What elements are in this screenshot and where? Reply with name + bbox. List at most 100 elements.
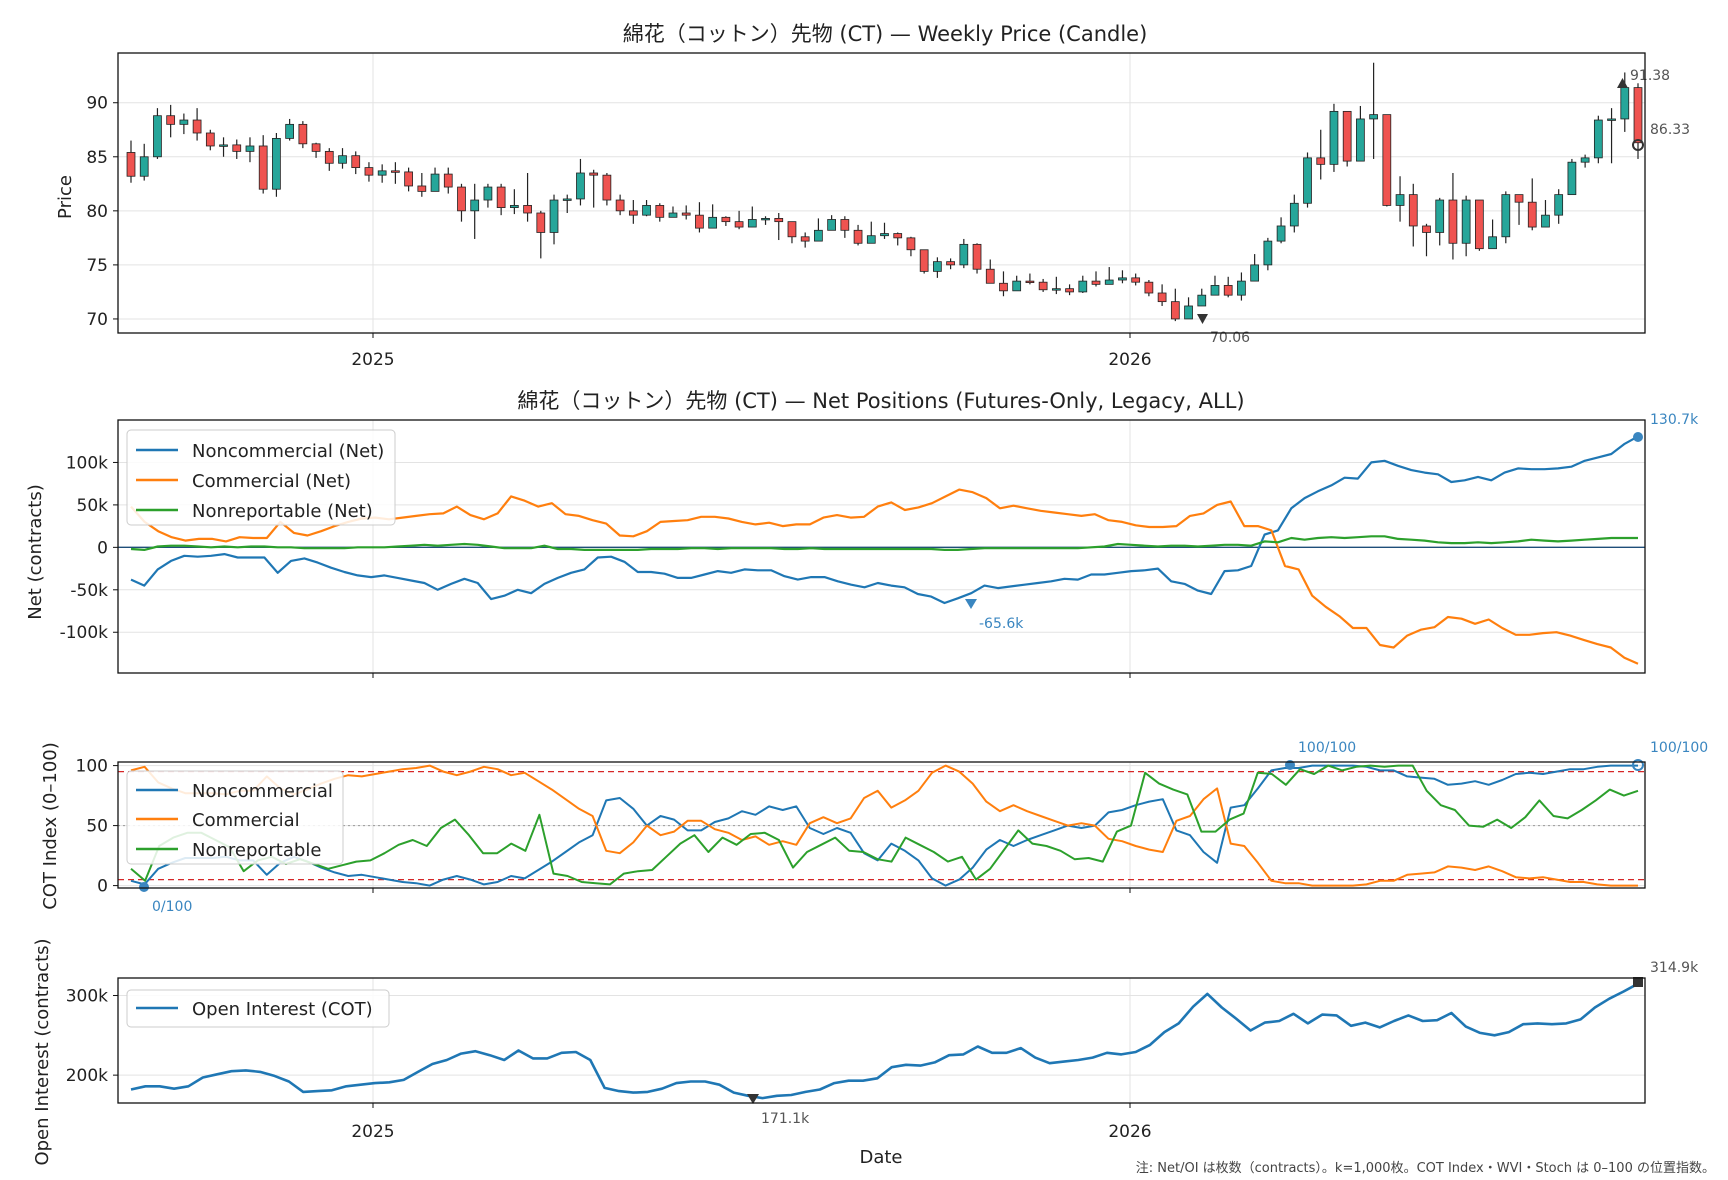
candle-body [800, 236, 810, 242]
candle-body [404, 171, 413, 187]
candle-body [1395, 194, 1405, 206]
candle-body [814, 229, 823, 242]
price-x-tick-2026: 2026 [1108, 350, 1151, 370]
candle-body [443, 173, 453, 188]
price-y-ticks: 70 75 80 85 90 [86, 94, 1131, 338]
candle-body [576, 172, 585, 200]
candle-body [602, 174, 612, 201]
oi-x-ticks: 2025 2026 [351, 1122, 1151, 1142]
candle-body [919, 249, 929, 272]
cot-grid [118, 762, 1645, 888]
candle-body [536, 212, 546, 233]
cot-index-panel: 0 50 100 0/100 100/100 100/100 Noncommerci… [40, 740, 1708, 915]
net-legend-label-noncommercial: Noncommercial (Net) [192, 441, 384, 462]
cot-legend-label-commercial: Commercial [192, 810, 300, 831]
net-ytick-label-4: 100k [66, 453, 108, 473]
price-chart-title: 綿花（コットン）先物 (CT) — Weekly Price (Candle) [623, 22, 1148, 46]
candle-body [126, 152, 136, 177]
cot-legend-label-nonreportable: Nonreportable [192, 840, 321, 861]
candle-body [1461, 199, 1471, 244]
candle-body [933, 261, 942, 272]
cot-ytick-label-0: 0 [97, 877, 108, 897]
price-annotations: 91.38 70.06 86.33 [1197, 68, 1690, 346]
candle-body [681, 212, 691, 216]
oi-min-label: 171.1k [761, 1111, 810, 1127]
candle-body [1303, 157, 1312, 204]
oi-max-marker [1633, 977, 1643, 987]
oi-min-marker [747, 1094, 759, 1104]
cot-series-0 [130, 764, 1638, 887]
cot-y-axis-label: COT Index (0–100) [40, 742, 61, 910]
candle-body [628, 210, 638, 216]
net-plot-frame [117, 419, 1646, 674]
candle-body [1038, 281, 1048, 291]
candle-body [562, 198, 572, 201]
oi-y-axis-label: Open Interest (contracts) [32, 938, 53, 1165]
net-series-2 [130, 535, 1638, 552]
candle-body [192, 119, 202, 134]
net-y-axis-label: Net (contracts) [25, 484, 46, 620]
oi-x-tick-2025: 2025 [351, 1122, 394, 1142]
candle-body [1422, 225, 1431, 233]
candle-body [285, 123, 294, 139]
cot-ytick-label-2: 100 [76, 757, 108, 777]
candle-body [417, 185, 427, 192]
net-annotations: 130.7k -65.6k [965, 412, 1699, 632]
candle-body [324, 150, 334, 164]
cot-min-label: 0/100 [152, 899, 192, 915]
candle-body [959, 243, 969, 266]
candle-body [708, 216, 718, 229]
price-last-label: 86.33 [1650, 122, 1690, 138]
candle-body [1131, 277, 1141, 283]
candle-body [377, 170, 387, 176]
candle-body [1514, 194, 1524, 203]
oi-x-axis-label: Date [859, 1147, 902, 1168]
candle-body [1501, 194, 1511, 238]
candle-body [721, 216, 731, 223]
oi-annotations: 314.9k 171.1k [747, 960, 1699, 1127]
candle-body [1210, 285, 1220, 296]
candle-body [1025, 280, 1035, 284]
candle-body [1382, 114, 1392, 206]
price-high-label: 91.38 [1630, 68, 1670, 84]
candle-body [761, 218, 770, 221]
price-candles [126, 62, 1643, 322]
oi-x-tick-2026: 2026 [1108, 1122, 1151, 1142]
net-ytick-label-1: -50k [70, 581, 108, 601]
candle-body [1289, 202, 1299, 227]
candle-body [589, 172, 599, 176]
net-min-marker [965, 599, 977, 609]
oi-ytick-label-1: 300k [66, 987, 108, 1007]
candle-body [642, 205, 651, 216]
candle-body [470, 199, 480, 212]
candle-body [1488, 236, 1497, 250]
candle-body [1580, 157, 1590, 163]
price-ytick-label-3: 85 [86, 148, 108, 168]
candle-body [1223, 285, 1233, 296]
net-positions-panel: 綿花（コットン）先物 (CT) — Net Positions (Futures… [25, 389, 1699, 678]
candle-body [1250, 264, 1260, 282]
candle-body [1184, 305, 1193, 320]
candle-body [893, 233, 903, 239]
candle-body [1448, 199, 1458, 244]
candle-body [153, 115, 162, 158]
net-chart-title: 綿花（コットン）先物 (CT) — Net Positions (Futures… [517, 389, 1244, 413]
candle-body [1620, 87, 1630, 120]
oi-ytick-label-0: 200k [66, 1066, 108, 1086]
price-x-tick-2025: 2025 [351, 350, 394, 370]
candle-body [298, 123, 308, 145]
candle-body [1078, 280, 1088, 293]
candle-body [1554, 194, 1564, 216]
candle-body [1237, 280, 1246, 296]
candle-body [615, 199, 625, 212]
candle-body [391, 170, 400, 173]
candle-body [205, 132, 215, 147]
candle-body [549, 199, 559, 233]
price-grid [118, 53, 1645, 333]
oi-max-label: 314.9k [1650, 960, 1699, 976]
candle-body [351, 155, 361, 168]
candle-body [906, 237, 916, 251]
candle-body [232, 144, 242, 152]
candle-body [457, 186, 466, 212]
cot-last-label: 100/100 [1650, 740, 1708, 756]
